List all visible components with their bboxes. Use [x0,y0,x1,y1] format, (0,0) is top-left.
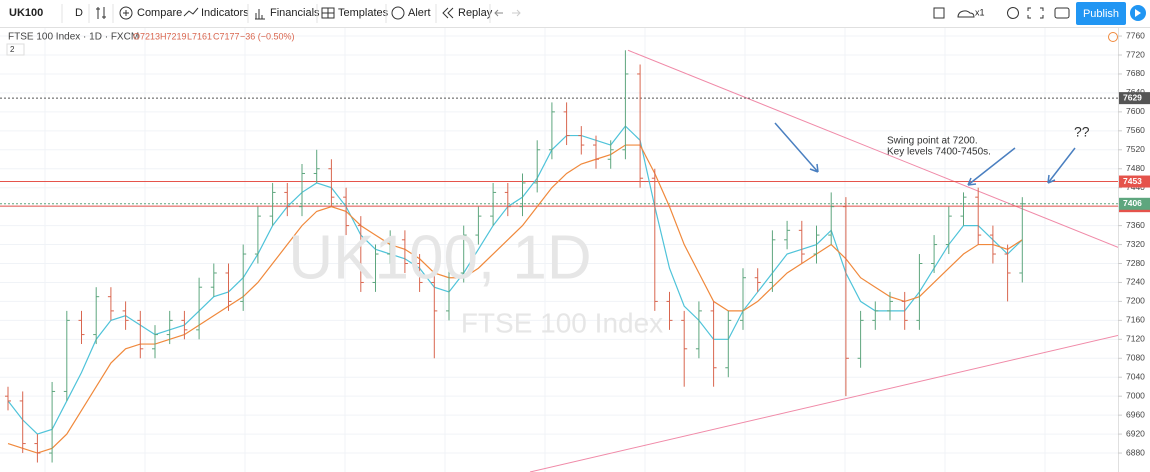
y-tick-label: 7520 [1126,144,1145,154]
legend-low: L7161 [187,31,212,41]
interval[interactable]: D [75,7,83,19]
price-label-box [1119,175,1150,188]
y-tick-label: 7040 [1126,371,1145,381]
question-note: ?? [1074,124,1090,140]
snapshot-button[interactable] [1054,7,1070,19]
replay-button[interactable]: Replay [458,7,493,19]
compare-icon [123,10,129,16]
legend-change: −36 (−0.50%) [240,31,295,41]
y-tick-label: 7080 [1126,353,1145,363]
play-icon [1135,9,1141,17]
templates-button[interactable]: Templates [338,7,389,19]
fullscreen-button[interactable] [1027,7,1044,19]
alert-icon[interactable] [391,6,405,20]
legend-close: C7177 [213,31,240,41]
trendline [627,49,1150,261]
y-tick-label: 6960 [1126,409,1145,419]
bar-style-icon[interactable] [96,7,106,19]
y-tick-label: 7560 [1126,125,1145,135]
price-label: 7406 [1123,198,1142,208]
price-axis-labels: 6880 6920 6960 7000 7040 7080 7120 7160 7200 7240… [1118,30,1150,457]
publish-button[interactable] [1076,2,1126,25]
trendline [529,327,1150,472]
replay-icon[interactable] [442,7,454,19]
plot-area [0,28,1150,472]
y-tick-label: 7720 [1126,49,1145,59]
y-tick-label: 7000 [1126,390,1145,400]
indicators-toggle[interactable] [6,43,25,56]
arrows [774,122,1076,186]
moving-average [7,144,1023,454]
legend-title: FTSE 100 Index · 1D · FXCM [8,32,139,43]
undo-button[interactable] [494,9,503,17]
templates-icon[interactable] [321,7,335,19]
layout-button[interactable] [933,7,945,19]
arrow [774,122,819,173]
price-label: 7453 [1123,176,1142,186]
watermark-name: FTSE 100 Index [461,307,663,338]
speed[interactable]: x1 [975,7,985,17]
alert-button[interactable]: Alert [408,7,431,19]
price-label: 7629 [1123,92,1142,102]
y-tick-label: 7320 [1126,239,1145,249]
legend-high: H7219 [160,31,187,41]
y-tick-label: 7280 [1126,258,1145,268]
y-tick-label: 7160 [1126,315,1145,325]
legend-open: O7213 [133,31,160,41]
arrow [967,147,1016,186]
indicators-count[interactable]: 2 [10,45,15,54]
y-tick-label: 7600 [1126,106,1145,116]
y-tick-label: 7200 [1126,296,1145,306]
indicators-button[interactable]: Indicators [201,7,249,19]
y-tick-label: 6880 [1126,447,1145,457]
cloud-icon[interactable] [957,10,975,18]
y-tick-label: 7680 [1126,68,1145,78]
note: Swing point at 7200. [887,136,978,147]
price-label-box [1119,197,1150,210]
symbol[interactable]: UK100 [9,7,43,19]
indicators-icon[interactable] [183,7,199,17]
watermark-symbol: UK100, 1D [288,223,591,292]
clock-icon[interactable] [1108,32,1118,42]
note: Key levels 7400-7450s. [887,147,991,158]
y-tick-label: 7120 [1126,334,1145,344]
arrow [1047,147,1076,184]
y-tick-label: 6920 [1126,428,1145,438]
y-tick-label: 7480 [1126,163,1145,173]
settings-button[interactable] [1007,7,1019,19]
price-label-box [1119,92,1150,105]
moving-average [7,125,1023,435]
compare-button[interactable]: Compare [137,7,182,19]
publish-label[interactable]: Publish [1083,8,1119,20]
y-tick-label: 7360 [1126,220,1145,230]
y-tick-label: 7760 [1126,30,1145,40]
compare-icon[interactable] [119,6,133,20]
redo-button[interactable] [512,9,521,17]
financials-button[interactable]: Financials [270,7,320,19]
financials-icon[interactable] [255,9,265,20]
y-tick-label: 7240 [1126,277,1145,287]
